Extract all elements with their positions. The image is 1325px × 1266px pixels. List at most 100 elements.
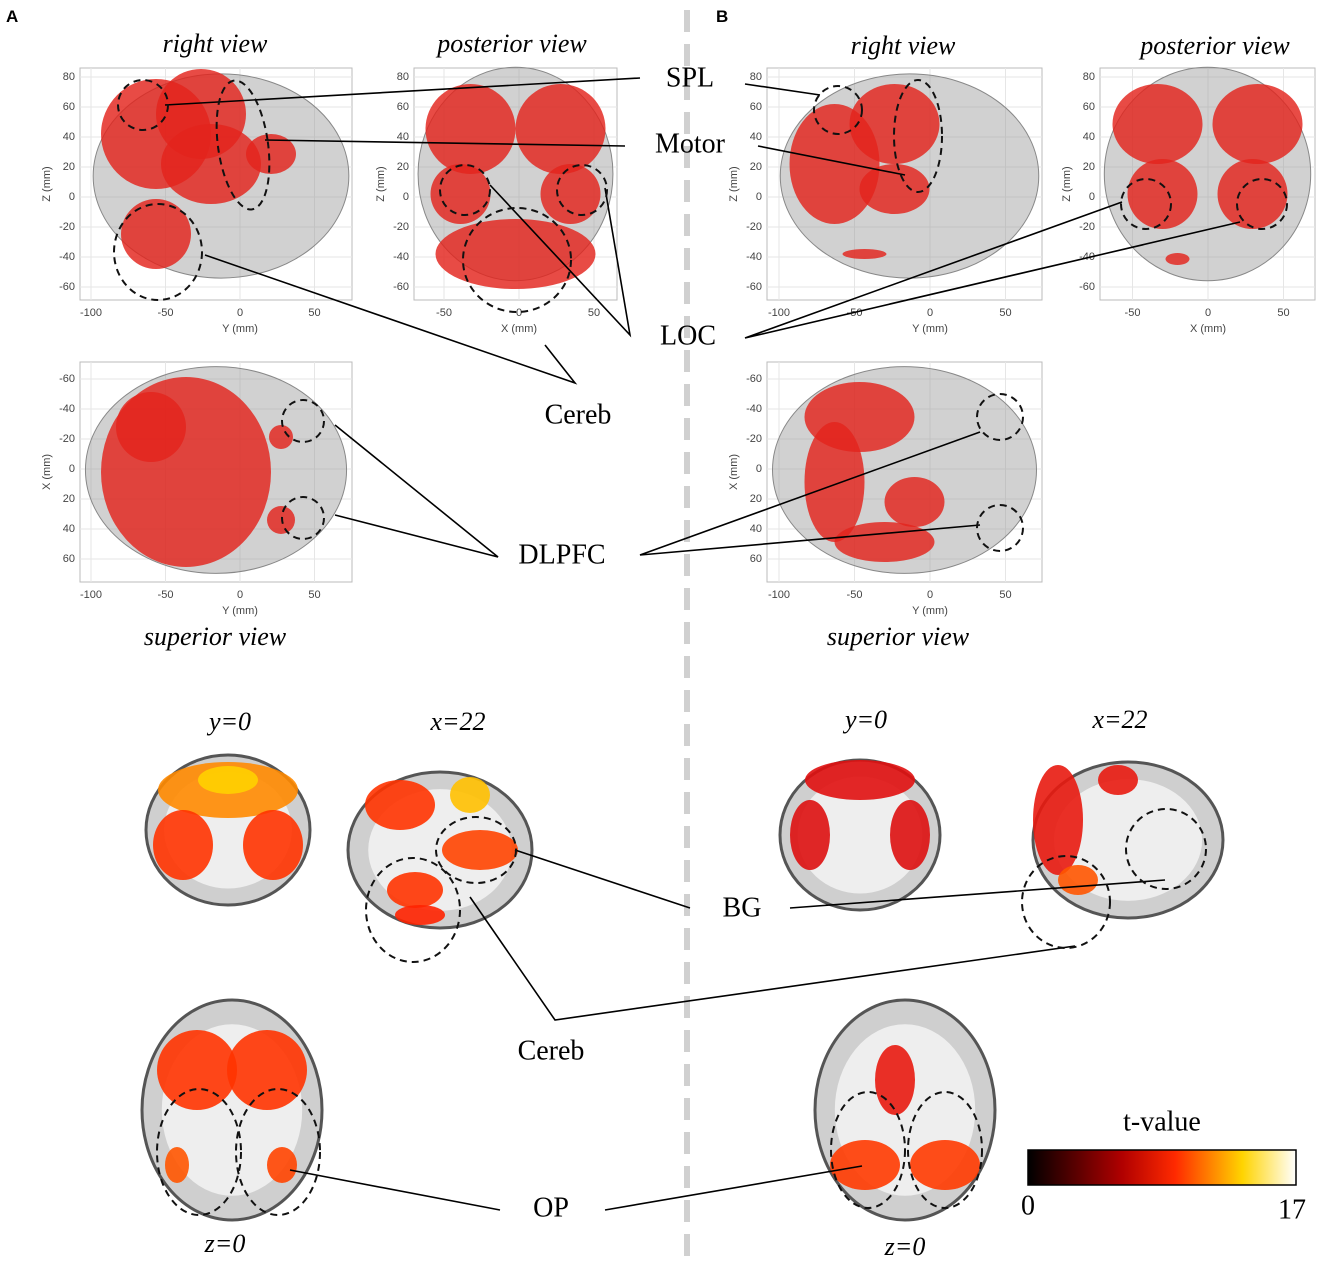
white-matter: [797, 776, 923, 894]
slice-label: x=22: [1091, 705, 1147, 734]
activation: [805, 760, 915, 800]
y-tick-label: 80: [397, 71, 409, 83]
plots: -100 -50 0 50 80 60 40 20 0 -20 -40 -60 Y (mm) Z (mm)…: [41, 66, 1316, 617]
y-tick-label: 60: [1083, 101, 1095, 113]
y-tick-label: -20: [746, 221, 762, 233]
y-tick-label: 40: [63, 523, 75, 535]
colorbar: [1027, 1149, 1297, 1186]
slice-label: x=22: [429, 707, 485, 736]
y-tick-label: -60: [59, 281, 75, 293]
activation: [1217, 159, 1288, 229]
y-tick-label: 80: [63, 71, 75, 83]
y-tick-label: -20: [393, 221, 409, 233]
region-label: OP: [533, 1192, 569, 1223]
slice-label: y=0: [206, 707, 251, 736]
view-title: superior view: [827, 622, 970, 651]
x-tick-label: 0: [1205, 307, 1211, 319]
y-tick-label: 40: [750, 523, 762, 535]
panel-label: A: [6, 7, 18, 26]
y-tick-label: -40: [746, 251, 762, 263]
y-tick-label: 60: [750, 101, 762, 113]
x-axis-label: Y (mm): [912, 323, 948, 335]
activation: [875, 1045, 915, 1115]
y-tick-label: 20: [63, 161, 75, 173]
activation: [165, 1147, 189, 1183]
activation: [246, 134, 296, 174]
view-title: right view: [851, 31, 956, 60]
y-axis-label: X (mm): [728, 454, 740, 490]
x-tick-label: -50: [436, 307, 452, 319]
y-tick-label: 60: [63, 553, 75, 565]
y-tick-label: 80: [1083, 71, 1095, 83]
y-tick-label: -60: [1079, 281, 1095, 293]
y-tick-label: 0: [756, 191, 762, 203]
activation: [425, 84, 516, 174]
y-tick-label: -60: [59, 373, 75, 385]
activation: [884, 477, 945, 527]
activation: [1033, 765, 1083, 875]
activation: [859, 164, 930, 214]
y-tick-label: 40: [397, 131, 409, 143]
y-tick-label: 20: [750, 161, 762, 173]
x-tick-label: 50: [308, 307, 320, 319]
activation: [227, 1030, 307, 1110]
activation: [267, 506, 295, 534]
dashed-circles: [113, 79, 1288, 1216]
activation: [269, 425, 293, 449]
y-axis-label: Z (mm): [1061, 166, 1073, 201]
y-tick-label: -20: [59, 433, 75, 445]
y-tick-label: -60: [746, 281, 762, 293]
y-tick-label: 0: [403, 191, 409, 203]
activation: [830, 1140, 900, 1190]
activation: [1127, 159, 1198, 229]
activation: [834, 522, 935, 562]
y-tick-label: -40: [59, 403, 75, 415]
activation: [198, 766, 258, 794]
y-tick-label: 40: [750, 131, 762, 143]
y-tick-label: 20: [397, 161, 409, 173]
slice-label: z=0: [204, 1229, 246, 1258]
x-tick-label: -100: [768, 589, 790, 601]
region-label: Motor: [655, 128, 726, 159]
activation: [890, 800, 930, 870]
activation: [910, 1140, 980, 1190]
region-label: Cereb: [545, 399, 612, 430]
view-title: posterior view: [1138, 31, 1290, 60]
activation: [121, 199, 191, 269]
view-title: posterior view: [435, 29, 587, 58]
y-tick-label: -40: [59, 251, 75, 263]
y-tick-label: 0: [1089, 191, 1095, 203]
y-tick-label: -20: [746, 433, 762, 445]
leader-lines: [164, 77, 1241, 1211]
y-tick-label: 40: [1083, 131, 1095, 143]
activation: [1212, 84, 1303, 164]
region-label: LOC: [660, 320, 716, 351]
colorbar-min: 0: [1021, 1190, 1035, 1221]
x-tick-label: 50: [588, 307, 600, 319]
y-axis-label: Z (mm): [41, 166, 53, 201]
activation: [1058, 865, 1098, 895]
slices: [140, 753, 1225, 1222]
activation: [157, 1030, 237, 1110]
x-tick-label: -50: [158, 589, 174, 601]
y-tick-label: -20: [59, 221, 75, 233]
y-tick-label: -60: [393, 281, 409, 293]
activation: [435, 219, 596, 289]
x-tick-label: 0: [927, 589, 933, 601]
slice-label: z=0: [884, 1232, 926, 1261]
activation: [365, 780, 435, 830]
y-tick-label: 0: [69, 191, 75, 203]
y-tick-label: 20: [750, 493, 762, 505]
x-tick-label: -50: [847, 589, 863, 601]
colorbar-max: 17: [1278, 1194, 1306, 1225]
y-axis-label: Z (mm): [728, 166, 740, 201]
activation: [849, 84, 940, 164]
activation: [804, 422, 865, 542]
x-tick-label: 50: [308, 589, 320, 601]
x-axis-label: X (mm): [501, 323, 537, 335]
y-tick-label: -40: [1079, 251, 1095, 263]
view-title: right view: [163, 29, 268, 58]
x-tick-label: 0: [516, 307, 522, 319]
y-tick-label: 0: [69, 463, 75, 475]
